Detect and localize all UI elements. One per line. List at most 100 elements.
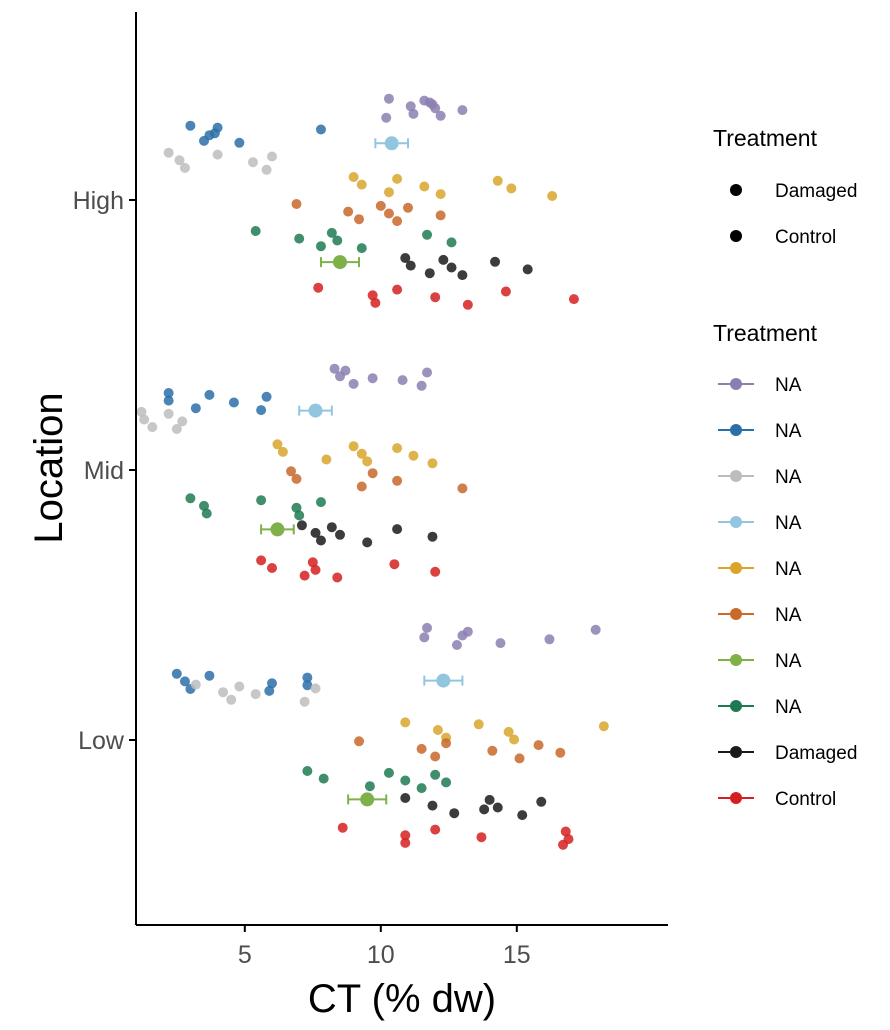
- data-point: [422, 229, 433, 240]
- legend-key: [730, 516, 742, 528]
- data-point: [362, 456, 373, 467]
- legend-label: NA: [775, 513, 802, 534]
- legend-label: NA: [775, 559, 802, 580]
- legend-key: [730, 746, 742, 758]
- data-point: [397, 375, 408, 386]
- data-point: [419, 632, 430, 643]
- data-point: [536, 796, 547, 807]
- data-point: [204, 670, 215, 681]
- data-point: [457, 483, 468, 494]
- data-point: [375, 200, 386, 211]
- legend-title: Treatment: [713, 125, 818, 151]
- mean-point: [360, 792, 375, 807]
- legend-label: NA: [775, 375, 802, 396]
- data-point: [332, 572, 343, 583]
- legend-item: NA: [718, 697, 802, 718]
- data-point: [310, 527, 321, 538]
- data-point: [427, 800, 438, 811]
- data-point: [438, 254, 449, 265]
- y-tick-label: High: [73, 187, 124, 215]
- legend-label: Control: [775, 227, 836, 248]
- data-point: [492, 802, 503, 813]
- data-point: [451, 640, 462, 650]
- data-point: [286, 466, 297, 477]
- data-point: [568, 294, 579, 305]
- data-point: [234, 681, 245, 692]
- data-point: [302, 680, 313, 691]
- data-point: [509, 734, 520, 745]
- data-point: [441, 738, 452, 749]
- y-axis-ticks: High Mid Low: [73, 187, 136, 755]
- data-point: [294, 233, 305, 244]
- data-point: [364, 781, 375, 792]
- data-point: [212, 149, 223, 160]
- data-point: [267, 678, 277, 689]
- mean-point: [270, 522, 285, 537]
- data-point: [277, 446, 288, 457]
- data-point: [490, 256, 501, 267]
- data-point: [408, 108, 419, 119]
- series-4: [272, 172, 609, 745]
- data-point: [329, 363, 340, 374]
- legend-key: [730, 654, 742, 666]
- data-point: [392, 524, 403, 535]
- data-point: [400, 837, 411, 848]
- series-3: [298, 136, 464, 688]
- series-8: [296, 253, 547, 821]
- x-tick-label: 10: [367, 941, 395, 969]
- data-point: [487, 745, 498, 756]
- data-point: [484, 794, 495, 805]
- legend-label: Control: [775, 789, 836, 810]
- data-point: [367, 290, 378, 301]
- data-point: [419, 181, 430, 192]
- data-point: [590, 624, 601, 635]
- data-point: [457, 105, 468, 116]
- data-point: [315, 497, 326, 508]
- data-point: [272, 439, 283, 450]
- data-point: [392, 216, 403, 227]
- data-point: [348, 378, 359, 389]
- data-point: [367, 373, 378, 384]
- legend-item: Damaged: [718, 743, 857, 764]
- legend-key: [730, 700, 742, 712]
- data-point: [400, 830, 411, 841]
- data-point: [201, 508, 212, 519]
- data-point: [315, 124, 326, 135]
- data-point: [405, 101, 416, 112]
- data-point: [560, 826, 571, 837]
- data-point: [430, 292, 441, 303]
- data-point: [179, 162, 190, 173]
- data-point: [147, 422, 158, 433]
- data-point: [315, 241, 326, 252]
- data-point: [514, 753, 525, 764]
- data-point: [476, 832, 487, 843]
- legend-label: NA: [775, 467, 802, 488]
- data-point: [492, 175, 503, 186]
- legend-item: Control: [730, 227, 836, 248]
- data-point: [555, 747, 566, 758]
- data-point: [204, 130, 215, 141]
- data-point: [441, 777, 452, 788]
- data-point: [267, 151, 277, 162]
- mean-point: [436, 673, 451, 688]
- data-point: [544, 634, 555, 645]
- legend-treatment-1: Treatment Damaged Control: [713, 125, 857, 248]
- data-point: [408, 450, 419, 461]
- data-point: [367, 468, 378, 479]
- data-point: [199, 500, 209, 511]
- legend-key: [730, 608, 742, 620]
- data-point: [424, 268, 435, 279]
- mean-point: [333, 255, 347, 270]
- data-point: [299, 696, 310, 707]
- y-tick-label: Low: [78, 727, 125, 755]
- data-point: [139, 414, 150, 425]
- legend-item: NA: [718, 375, 802, 396]
- data-point: [462, 626, 473, 637]
- legend-item: NA: [718, 421, 802, 442]
- data-point: [296, 520, 307, 531]
- data-point: [479, 804, 490, 815]
- data-point: [533, 740, 544, 751]
- data-point: [389, 559, 400, 570]
- data-point: [356, 448, 367, 459]
- data-point: [462, 299, 473, 310]
